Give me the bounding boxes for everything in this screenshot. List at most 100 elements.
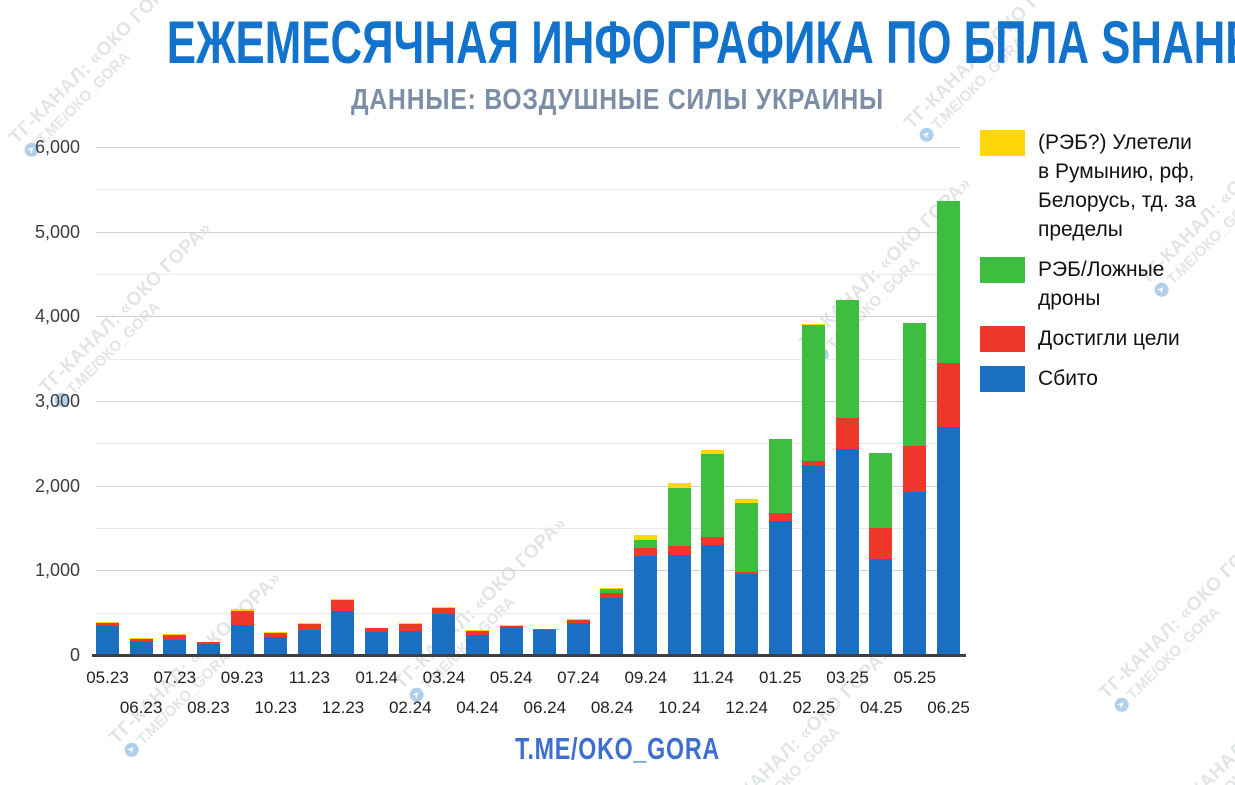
bar-segment-uleteli	[96, 622, 119, 623]
bar-10.23	[264, 632, 288, 656]
bar-segment-uleteli	[499, 625, 523, 626]
y-axis-tick-label: 6,000	[34, 137, 80, 157]
bar-segment-sbito	[533, 630, 557, 656]
bar-segment-sbito	[465, 635, 489, 656]
x-axis-tick-label: 01.24	[355, 668, 398, 687]
gridline	[96, 485, 960, 487]
bar-11.23	[297, 623, 321, 656]
x-axis-tick-label: 03.25	[826, 668, 869, 687]
legend-label-dostigli: Достигли цели	[1038, 327, 1180, 350]
x-axis-tick-label: 02.25	[792, 698, 836, 717]
bar-segment-sbito	[365, 632, 388, 656]
bar-segment-sbito	[903, 492, 926, 656]
gridline	[96, 316, 960, 318]
x-axis-tick-label: 03.24	[422, 668, 466, 687]
bar-segment-uleteli	[297, 623, 321, 624]
x-axis-tick-label: 06.25	[927, 698, 970, 717]
bar-segment-dostigli	[835, 418, 859, 449]
footer-link[interactable]: T.ME/OKO_GORA	[515, 731, 720, 766]
telegram-circle-icon: ➤	[917, 125, 937, 146]
bar-03.25	[835, 299, 859, 656]
x-axis-labels: 05.23 06.23 07.23 08.23 09.23 10.23 11.23 12.23…	[86, 662, 970, 724]
bar-segment-sbito	[734, 574, 758, 656]
bar-segment-sbito	[600, 598, 624, 656]
bar-segment-sbito	[398, 630, 422, 656]
bar-segment-dostigli	[903, 445, 926, 493]
bar-segment-dostigli	[432, 608, 456, 615]
bar-01.25	[768, 438, 792, 656]
bar-segment-dostigli	[936, 362, 960, 428]
legend-item-uleteli: (РЭБ?) Улетели в Румынию, рф, Белорусь, тд…	[980, 128, 1232, 244]
bar-segment-reb	[734, 502, 758, 572]
gridline	[96, 147, 960, 148]
bar-segment-uleteli	[365, 627, 388, 629]
bar-segment-dostigli	[465, 630, 489, 636]
x-axis-tick-label: 09.24	[624, 668, 668, 687]
bar-segment-uleteli	[600, 587, 624, 590]
watermark-link: ➤Т.МЕ/ОКО_GORA	[1193, 723, 1235, 785]
bar-segment-reb	[869, 453, 893, 528]
bar-segment-sbito	[331, 610, 355, 656]
bar-01.24	[365, 627, 388, 656]
bar-09.24	[634, 534, 657, 656]
bar-segment-sbito	[566, 622, 590, 656]
legend-swatch-reb	[980, 257, 1025, 283]
bar-segment-dostigli	[331, 600, 355, 611]
bar-segment-dostigli	[869, 527, 893, 560]
x-axis-tick-label: 06.24	[523, 698, 567, 717]
y-axis-tick-label: 5,000	[34, 221, 80, 242]
gridline	[96, 189, 960, 191]
bar-segment-uleteli	[734, 498, 758, 503]
bar-06.23	[129, 638, 153, 656]
bar-segment-uleteli	[465, 630, 489, 631]
gridline	[96, 612, 960, 614]
bar-segment-sbito	[634, 556, 657, 656]
bar-segment-reb	[835, 300, 859, 419]
bar-08.23	[196, 641, 220, 656]
x-axis-tick-label: 09.23	[220, 668, 264, 687]
legend-swatch-uleteli	[980, 130, 1025, 156]
bar-02.25	[802, 323, 826, 656]
bar-segment-reb	[634, 540, 657, 548]
gridline	[96, 274, 960, 275]
x-axis-tick-label: 07.24	[557, 668, 600, 687]
legend-label-reb: РЭБ/Ложные дроны	[1038, 258, 1165, 310]
bar-05.24	[499, 625, 523, 656]
bar-segment-uleteli	[163, 634, 187, 636]
bar-segment-dostigli	[634, 547, 657, 557]
bar-segment-sbito	[196, 644, 220, 656]
bar-12.23	[331, 599, 355, 656]
bar-07.24	[566, 618, 590, 656]
bar-segment-uleteli	[331, 599, 355, 601]
x-axis-tick-label: 05.24	[489, 668, 533, 687]
bar-06.25	[936, 200, 960, 656]
bar-02.24	[398, 623, 422, 656]
legend-item-dostigli: Достигли цели	[980, 324, 1232, 353]
gridline	[96, 358, 960, 360]
bar-segment-uleteli	[634, 534, 657, 541]
bar-segment-sbito	[230, 625, 254, 656]
watermark-link: ➤Т.МЕ/ОКО_GORA	[1111, 538, 1235, 716]
bar-03.24	[432, 607, 456, 656]
watermark-channel-name: ТГ-КАНАЛ: «ОКО ГОРА»	[1165, 643, 1235, 785]
plot-area	[96, 147, 960, 656]
watermark-channel-name: ТГ-КАНАЛ: «ОКО ГОРА»	[5, 0, 186, 149]
x-axis-tick-label: 05.25	[893, 668, 937, 687]
y-axis-labels: 0 1,000 2,000 3,000 4,000 5,000 6,000	[0, 137, 86, 665]
bar-segment-sbito	[869, 559, 893, 656]
y-axis-tick-label: 0	[69, 645, 80, 665]
bar-segment-uleteli	[667, 482, 691, 488]
page-subtitle: ДАННЫЕ: ВОЗДУШНЫЕ СИЛЫ УКРАИНЫ	[350, 84, 885, 116]
bar-segment-sbito	[264, 637, 288, 656]
x-axis-tick-label: 08.23	[187, 698, 230, 717]
legend-label-sbito: Сбито	[1038, 367, 1098, 390]
y-axis-tick-label: 3,000	[34, 391, 80, 411]
chart-legend: (РЭБ?) Улетели в Румынию, рф, Белорусь, тд…	[980, 128, 1232, 404]
y-axis-tick-label: 4,000	[34, 306, 80, 327]
x-axis-tick-label: 04.24	[456, 698, 499, 717]
bar-segment-sbito	[667, 555, 691, 656]
bar-12.24	[734, 498, 758, 656]
bar-segment-sbito	[96, 626, 119, 656]
legend-item-reb: РЭБ/Ложные дроны	[980, 255, 1232, 313]
bar-segment-sbito	[802, 465, 826, 656]
